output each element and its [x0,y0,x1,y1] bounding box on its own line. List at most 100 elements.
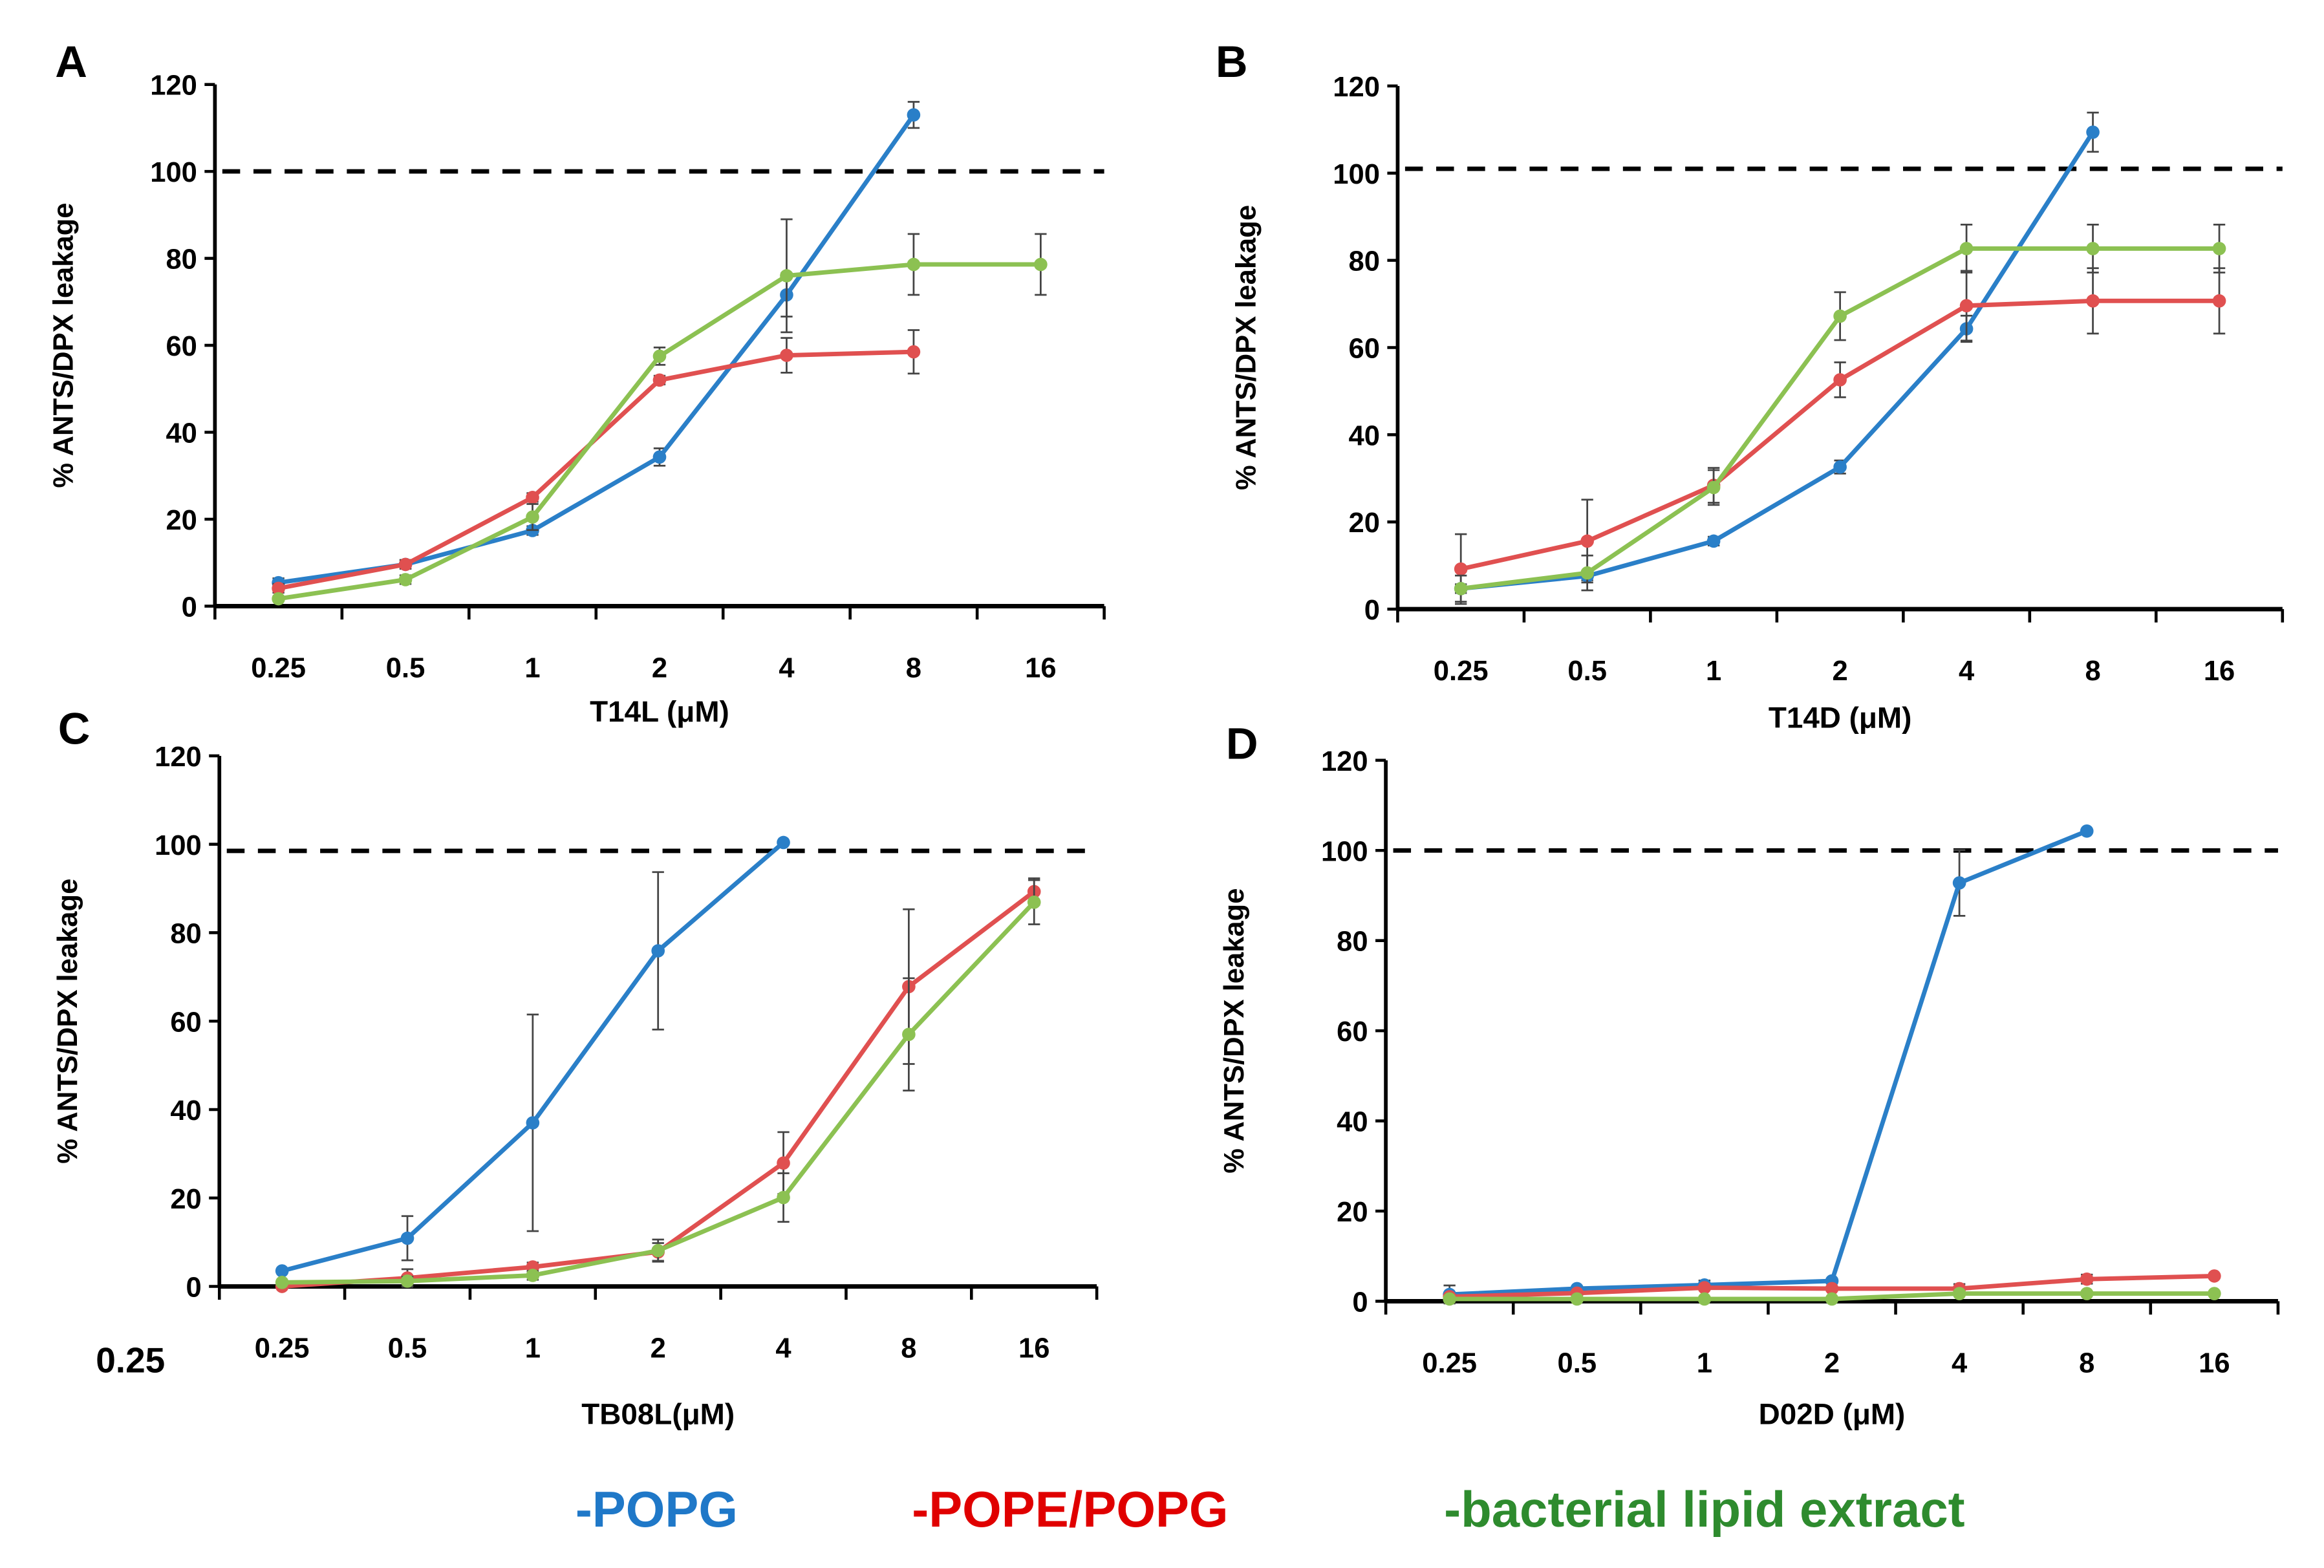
y-tick-label: 20 [1349,508,1380,539]
data-point [907,108,921,122]
panel-label: D [1226,719,1258,769]
y-tick-label: 120 [150,70,197,102]
data-point [1833,309,1847,323]
x-tick-label: 0.25 [1434,656,1489,687]
data-point [777,1190,790,1205]
y-tick-label: 100 [1321,836,1368,867]
data-point [275,1264,289,1278]
y-tick-label: 0 [186,1273,202,1304]
data-point [777,1156,790,1170]
legend: -POPG -POPE/POPG -bacterial lipid extrac… [576,1481,1965,1538]
x-tick-label: 16 [2204,656,2235,687]
data-point [2212,294,2226,308]
data-point [1454,582,1468,596]
series-pope-popg [1454,267,2226,605]
y-tick-label: 0 [1352,1287,1368,1318]
data-point [902,1027,916,1042]
x-tick-label: 0.25 [255,1333,310,1364]
data-point [2080,1272,2094,1286]
panel-b: 0 20 40 60 80 100 120 0.25 0.5 1 2 4 8 16 T14D (μM) % A… [1216,37,2285,734]
data-point [1952,1287,1966,1300]
x-tick-label: 2 [652,652,667,683]
y-tick-label: 60 [170,1007,201,1038]
data-point [275,1276,289,1289]
data-point [1580,534,1594,548]
data-point [1697,1281,1712,1294]
y-tick-label: 40 [1337,1107,1368,1138]
data-point [1570,1292,1584,1306]
x-tick-label: 16 [1018,1333,1049,1364]
y-tick-label: 120 [1333,72,1380,103]
stray-label: 0.25 [96,1340,165,1380]
x-tick-label: 4 [1959,656,1974,687]
x-tick-label: 0.5 [1567,656,1607,687]
y-tick-label: 40 [166,418,197,449]
y-tick-label: 80 [1337,927,1368,958]
y-tick-label: 20 [1337,1197,1368,1228]
data-point [907,257,921,272]
data-point [2080,824,2094,838]
data-point [907,345,921,359]
series-line [278,113,916,585]
panel-c: 0 20 40 60 80 100 120 0.25 0.5 1 2 4 8 16 TB08L(μM) % A… [52,704,1099,1431]
y-axis-title: % ANTS/DPX leakage [52,879,83,1164]
series-bacterial-lipid-extract [1454,223,2226,603]
data-point [651,1243,665,1258]
data-point [398,557,413,572]
y-tick-label: 20 [170,1184,201,1215]
y-tick-label: 60 [1337,1016,1368,1047]
y-tick-label: 60 [1349,334,1380,365]
y-tick-label: 80 [1349,246,1380,277]
x-tick-label: 0.5 [388,1333,427,1364]
x-tick-label: 4 [779,652,794,683]
y-tick-label: 0 [182,592,197,623]
data-point [1580,566,1594,580]
x-tick-label: 8 [906,652,921,683]
series-bacterial-lipid-extract [275,879,1041,1289]
data-point [1697,1292,1712,1306]
data-point [526,491,539,504]
x-axis-title: T14L (μM) [590,695,729,728]
data-point [780,349,793,362]
legend-popg: -POPG [576,1481,738,1538]
x-tick-label: 0.25 [1422,1348,1477,1379]
x-tick-label: 16 [2199,1348,2230,1379]
x-tick-label: 4 [775,1333,791,1364]
data-point [2086,125,2100,139]
series-bacterial-lipid-extract [1443,1287,2221,1306]
series-line [1449,829,2088,1297]
y-axis-title: % ANTS/DPX leakage [1219,888,1250,1174]
y-tick-label: 100 [150,157,197,188]
series-bacterial-lipid-extract [272,218,1048,606]
x-tick-label: 1 [1706,656,1721,687]
data-point [400,1274,414,1288]
x-tick-label: 0.5 [1558,1348,1597,1379]
x-tick-label: 2 [651,1333,666,1364]
panel-label: B [1216,37,1248,87]
x-tick-label: 2 [1824,1348,1840,1379]
data-point [2208,1269,2221,1283]
data-point [1027,895,1041,909]
series-popg [1454,111,2100,596]
data-point [1706,480,1721,495]
data-point [652,349,667,363]
data-point [1825,1282,1839,1296]
x-axis-title: T14D (μM) [1769,701,1912,734]
y-tick-label: 100 [1333,159,1380,190]
x-tick-label: 0.5 [386,652,425,683]
data-point [1833,373,1847,387]
series-line [277,349,914,591]
x-tick-label: 8 [901,1333,916,1364]
series-pope-popg [272,329,921,596]
x-tick-label: 4 [1952,1348,1967,1379]
y-tick-label: 0 [1364,595,1380,626]
data-point [1454,562,1468,576]
x-axis-title: D02D (μM) [1759,1398,1906,1431]
data-point [1034,257,1048,272]
data-point [526,1269,540,1282]
legend-pope-popg: -POPE/POPG [912,1481,1228,1538]
x-tick-label: 16 [1025,652,1056,683]
y-tick-label: 80 [170,919,201,950]
data-point [1959,242,1974,255]
legend-bacterial-lipid-extract: -bacterial lipid extract [1444,1481,1964,1538]
